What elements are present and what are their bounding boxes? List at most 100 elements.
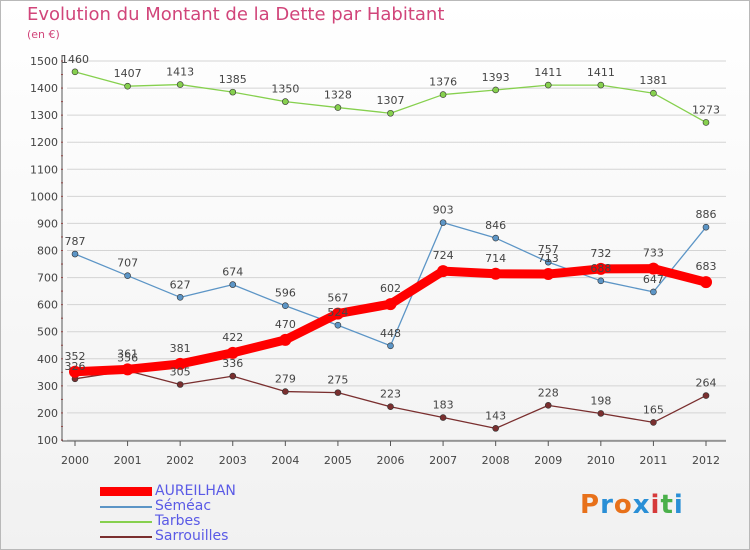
data-label: 903 [433,204,454,217]
data-label: 602 [380,282,401,295]
data-label: 183 [433,399,454,412]
axes: 1500 1400 1300 1200 1100 1000 900 800 700 600 500 4… [30,55,726,467]
data-label: 352 [65,350,86,363]
data-point [597,277,605,285]
data-point [597,410,605,417]
data-point [331,307,344,320]
x-tick-label: 2010 [587,454,615,467]
data-point [594,262,607,275]
data-label: 165 [643,403,664,416]
data-point [176,381,184,388]
data-point [121,363,134,376]
data-label: 567 [327,292,348,305]
logo-letter: i [650,490,661,520]
legend-item: Tarbes [100,514,236,529]
data-label: 732 [590,247,611,260]
data-label: 674 [222,266,243,279]
data-label: 647 [643,273,664,286]
logo-letter: i [673,490,684,520]
y-tick-label: 300 [37,380,58,393]
data-point [334,104,342,111]
data-label: 356 [117,352,138,365]
y-tick-label: 400 [37,353,58,366]
y-tick-label: 1200 [30,136,58,149]
data-point [387,109,394,117]
logo-letter: r [600,490,614,520]
data-label: 448 [380,327,401,340]
x-tick-label: 2001 [114,454,142,467]
data-point [334,321,342,329]
x-tick-label: 2008 [482,454,510,467]
data-point [124,82,131,90]
x-tick-label: 2000 [61,454,89,467]
data-point [282,98,289,105]
data-label: 143 [485,409,506,422]
data-point [176,294,184,301]
data-point [439,91,447,98]
data-point [544,258,552,266]
legend-label: Sarrouilles [155,528,229,544]
y-tick-label: 700 [37,272,58,285]
data-label: 757 [538,243,559,256]
data-point [702,223,710,231]
chart-unit-label: (en €) [27,28,60,41]
line-chart: 1500 1400 1300 1200 1100 1000 900 800 700 600 500 4… [30,53,726,467]
data-point [384,298,397,311]
data-point [334,389,342,396]
data-label: 1460 [61,53,89,66]
x-tick-label: 2005 [324,454,352,467]
data-label: 275 [327,374,348,387]
chart-title: Evolution du Montant de la Dette par Hab… [27,4,445,25]
legend-label: Tarbes [155,513,201,529]
logo-letter: o [613,490,633,520]
data-labels: 352 361 381 422 470 567 602 724 714 713 732 733 683 7… [61,53,720,423]
data-label: 707 [117,257,138,270]
grid-lines [67,60,726,441]
logo-letter: x [632,490,651,520]
y-tick-label: 200 [37,407,58,420]
x-tick-label: 2002 [166,454,194,467]
legend: AUREILHAN Séméac Tarbes Sarrouilles [100,484,236,544]
data-label: 279 [275,373,296,386]
data-point [597,81,605,89]
data-point [71,250,79,258]
y-tick-label: 500 [37,326,58,339]
x-tick-label: 2006 [377,454,405,467]
data-point [279,333,292,346]
y-tick-label: 600 [37,299,58,312]
data-label: 1411 [587,66,615,79]
data-label: 713 [538,252,559,265]
data-point [174,357,187,370]
legend-swatch [100,520,152,523]
data-point [176,81,184,88]
data-point [489,267,502,280]
data-label: 683 [696,260,717,273]
data-label: 886 [696,208,717,221]
logo-letter: t [660,490,674,520]
data-point [700,276,712,289]
legend-swatch [100,487,152,496]
data-point [439,219,447,226]
data-label: 787 [65,235,86,248]
data-point [650,288,657,296]
data-label: 1307 [377,94,405,107]
y-tick-label: 100 [37,434,58,447]
data-point [226,346,239,359]
data-point [492,234,499,242]
data-point [492,425,499,432]
data-point [544,81,552,89]
legend-item: Séméac [100,499,236,514]
data-point [439,414,447,421]
data-point [492,86,499,94]
data-label: 1273 [692,103,720,116]
y-tick-label: 1100 [30,163,58,176]
data-label: 470 [275,318,296,331]
data-point [229,372,237,380]
data-point [282,302,289,310]
x-tick-label: 2004 [271,454,299,467]
series-lines [69,68,712,432]
data-label: 733 [643,247,664,260]
data-label: 688 [590,262,611,275]
data-point [702,392,710,399]
data-label: 305 [170,366,191,379]
